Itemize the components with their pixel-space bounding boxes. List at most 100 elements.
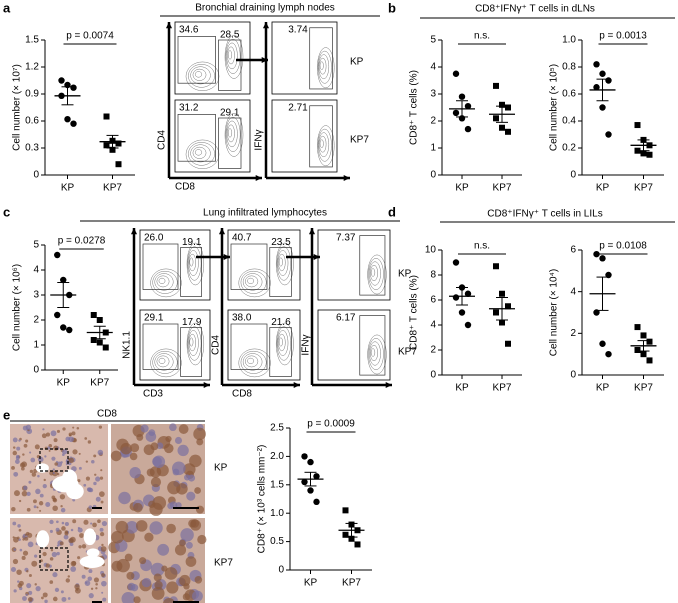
cell: [26, 507, 31, 512]
cell: [68, 537, 74, 544]
point: [109, 146, 116, 153]
gate: [180, 327, 202, 377]
airspace: [35, 463, 49, 473]
panel-letter: a: [3, 0, 11, 15]
cell: [95, 582, 98, 586]
point: [464, 321, 472, 329]
cell: [135, 520, 148, 532]
cell: [77, 526, 80, 530]
cell: [56, 429, 61, 433]
point: [458, 309, 466, 316]
cell: [149, 521, 163, 535]
cell: [174, 544, 187, 556]
y-tick-label: 4: [430, 62, 436, 73]
contour: [225, 116, 241, 152]
cell: [97, 449, 104, 456]
cell: [166, 581, 179, 594]
cell: [175, 502, 182, 509]
arrow-head: [293, 381, 300, 389]
contour: [156, 275, 170, 288]
contour: [277, 250, 289, 276]
cell: [84, 437, 88, 440]
contour: [247, 277, 255, 284]
cell: [72, 498, 76, 502]
contour: [186, 322, 205, 366]
cell: [65, 578, 70, 583]
cell: [99, 491, 105, 497]
contour: [192, 146, 207, 159]
point: [499, 101, 505, 108]
point: [342, 531, 349, 538]
cell: [192, 590, 203, 602]
y-tick-label: 1.5: [270, 479, 284, 490]
cell: [179, 539, 186, 547]
x-tick-label: KP7: [634, 383, 653, 394]
contour: [319, 139, 324, 148]
row-label: KP7: [350, 135, 369, 146]
point: [307, 487, 314, 494]
cell: [59, 541, 64, 546]
cell: [61, 521, 65, 525]
arrow-head: [313, 253, 320, 261]
y-tick-label: 2: [33, 315, 39, 326]
point: [342, 507, 349, 514]
cell: [195, 505, 205, 514]
point: [458, 93, 466, 100]
contour: [278, 333, 286, 352]
point: [593, 61, 600, 68]
contour: [152, 350, 178, 374]
contour: [317, 128, 332, 162]
cell: [93, 577, 100, 583]
contour: [227, 128, 233, 138]
cell: [13, 490, 20, 497]
point: [103, 142, 110, 149]
arrow-head: [308, 228, 316, 235]
cell: [51, 456, 56, 461]
y-axis-label: Cell number (× 10⁷): [12, 64, 23, 151]
axis-label: NK1.1: [122, 331, 133, 359]
y-axis-label: CD8⁺ T cells (%): [409, 70, 420, 145]
cell: [99, 531, 105, 537]
cell: [22, 538, 25, 541]
flow-plot: [317, 309, 391, 381]
cell: [157, 543, 170, 556]
x-tick-label: KP: [57, 378, 71, 389]
point: [605, 77, 612, 84]
panel-header: Bronchial draining lymph nodes: [195, 3, 335, 14]
gate-value: 23.5: [271, 237, 291, 248]
y-tick-label: 0: [278, 565, 284, 576]
cell: [101, 580, 107, 587]
cell: [180, 528, 194, 542]
row-label: KP7: [398, 347, 417, 358]
cell: [93, 481, 97, 486]
contour: [240, 270, 267, 294]
cell: [16, 446, 21, 451]
cell: [28, 590, 33, 595]
x-tick-label: KP7: [493, 383, 512, 394]
cell: [90, 587, 94, 590]
gate: [359, 315, 386, 376]
axis-label: IFNγ: [301, 334, 312, 355]
cell: [64, 521, 69, 527]
gate: [359, 235, 386, 296]
cell: [42, 551, 47, 557]
contour: [188, 333, 197, 352]
point: [452, 294, 460, 301]
contour: [318, 54, 330, 80]
contour: [319, 57, 327, 75]
y-tick-label: 1: [33, 340, 39, 351]
panel-letter: d: [388, 204, 396, 219]
y-tick-label: 4: [33, 265, 39, 276]
axis-label: CD3: [143, 389, 163, 400]
cell: [156, 442, 164, 450]
cell: [182, 593, 190, 601]
cell: [45, 501, 51, 507]
row-label: KP7: [214, 558, 233, 569]
cell: [54, 587, 60, 593]
cell: [67, 575, 71, 578]
cell: [19, 462, 26, 468]
cell: [71, 561, 77, 566]
contour: [367, 254, 387, 295]
cell: [17, 580, 20, 583]
cell: [100, 500, 104, 504]
